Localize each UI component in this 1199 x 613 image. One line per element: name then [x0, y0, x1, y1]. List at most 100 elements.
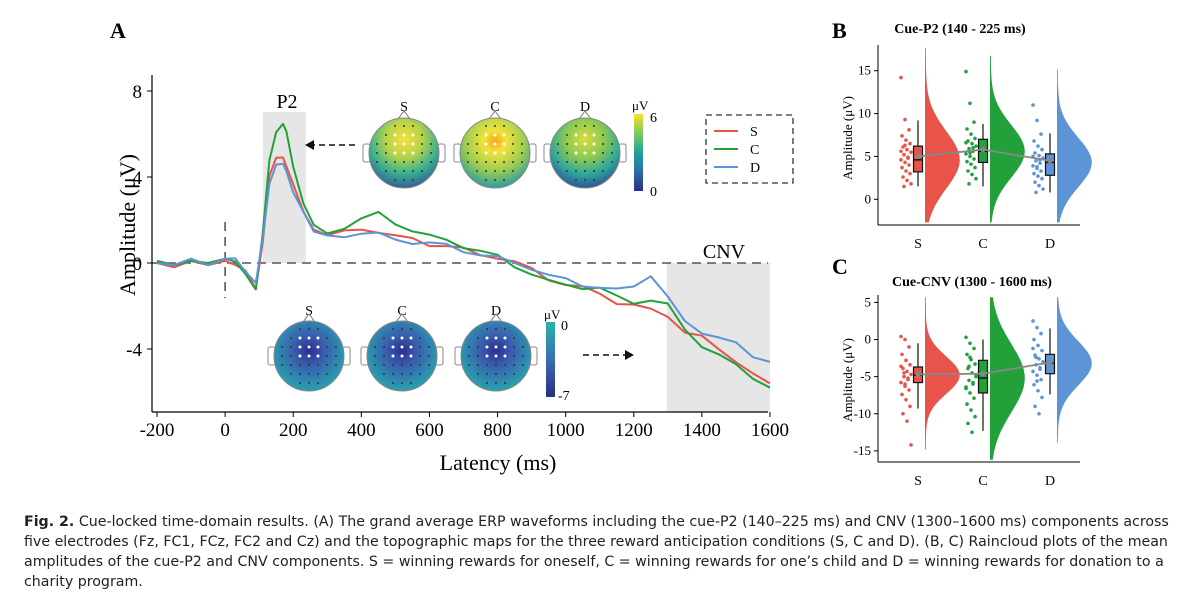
electrode-dot — [494, 179, 496, 181]
electrode-dot — [504, 382, 506, 384]
electrode-dot — [298, 345, 302, 349]
legend-label-s: S — [750, 125, 758, 140]
cnv-colorbar-max: 0 — [561, 319, 568, 334]
electrode-dot — [410, 328, 412, 330]
point-s — [903, 337, 907, 342]
point-c — [968, 355, 972, 360]
electrode-dot — [476, 152, 478, 154]
electrode-dot — [493, 151, 497, 155]
electrode-dot — [374, 355, 376, 357]
point-d — [1031, 103, 1035, 107]
electrode-dot — [401, 328, 403, 330]
y-tick-label: 5 — [865, 294, 872, 309]
electrode-dot — [486, 364, 488, 366]
y-tick-label: -15 — [854, 443, 871, 458]
point-c — [964, 69, 968, 74]
electrode-dot — [290, 355, 292, 357]
p2-topomap-c — [453, 110, 537, 189]
box-c — [977, 359, 989, 394]
p2-annotation: P2 — [276, 91, 297, 113]
electrode-dots — [468, 328, 524, 384]
point-d — [1035, 379, 1039, 383]
electrode-dot — [401, 364, 403, 366]
point-c — [972, 120, 976, 124]
electrode-dot — [316, 354, 320, 358]
electrode-dot — [521, 152, 523, 154]
category-label-s: S — [914, 237, 922, 252]
electrode-dot — [476, 161, 478, 163]
electrode-dot — [392, 364, 394, 366]
mean-marker — [980, 371, 986, 377]
electrode-dot — [374, 346, 376, 348]
electrode-dot — [503, 179, 505, 181]
p2-colorbar-max: 6 — [650, 111, 657, 126]
mean-marker — [915, 371, 921, 378]
electrode-dot — [484, 151, 488, 155]
electrode-dot — [504, 364, 506, 366]
point-d — [1033, 180, 1037, 184]
point-d — [1035, 118, 1039, 123]
point-d — [1035, 325, 1039, 330]
electrode-dot — [575, 170, 577, 172]
electrode-dot — [403, 179, 405, 181]
electrode-dot — [402, 133, 406, 137]
point-s — [902, 374, 906, 379]
point-d — [1035, 373, 1039, 377]
electrode-dot — [281, 355, 283, 357]
point-s — [904, 397, 908, 402]
electrode-dot — [383, 346, 385, 348]
electrode-dot — [566, 143, 568, 145]
electrode-dot — [494, 345, 498, 349]
point-c — [966, 169, 970, 173]
electrode-dot — [485, 170, 487, 172]
point-d — [1038, 367, 1042, 372]
nose-icon — [395, 313, 409, 323]
electrode-dot — [430, 143, 432, 145]
p2-topo-label-d: D — [580, 100, 590, 115]
point-d — [1033, 151, 1037, 155]
y-tick-label: 10 — [858, 106, 871, 121]
electrode-dot — [602, 143, 604, 145]
electrode-dot — [502, 133, 506, 137]
electrode-dot — [335, 364, 337, 366]
point-d — [1039, 331, 1043, 336]
electrode-dot — [393, 142, 397, 146]
electrode-dot — [409, 336, 413, 340]
cnv-topomap-c — [360, 313, 444, 392]
cnv-topomaps: S C D μV 0 -7 — [267, 304, 570, 404]
electrode-dot — [411, 142, 415, 146]
electrode-dot — [409, 354, 413, 358]
electrode-dot — [468, 364, 470, 366]
y-tick-label: 0 — [865, 191, 872, 206]
point-d — [1034, 190, 1038, 195]
point-s — [905, 147, 909, 152]
point-c — [967, 182, 971, 186]
point-d — [1041, 187, 1045, 191]
point-s — [907, 163, 911, 167]
point-d — [1040, 395, 1044, 400]
y-tick-label: 5 — [865, 148, 872, 163]
point-c — [968, 341, 972, 346]
point-c — [966, 421, 970, 426]
point-s — [899, 334, 903, 339]
electrode-dot — [584, 179, 586, 181]
electrode-dot — [421, 170, 423, 172]
electrode-dot — [477, 337, 479, 339]
point-c — [968, 154, 972, 159]
electrode-dot — [400, 336, 404, 340]
cnv-topo-label-c: C — [397, 304, 406, 319]
legend: S C D — [705, 114, 794, 184]
caption-label: Fig. 2. — [24, 514, 75, 530]
electrode-dot — [410, 364, 412, 366]
point-d — [1037, 357, 1041, 361]
electrode-dot — [290, 373, 292, 375]
point-c — [972, 157, 976, 161]
electrode-dot — [374, 364, 376, 366]
point-c — [970, 141, 974, 146]
point-c — [973, 362, 977, 366]
electrode-dot — [376, 152, 378, 154]
electrode-dot — [557, 161, 559, 163]
point-s — [908, 141, 912, 146]
electrode-dot — [410, 382, 412, 384]
electrode-dot — [513, 337, 515, 339]
